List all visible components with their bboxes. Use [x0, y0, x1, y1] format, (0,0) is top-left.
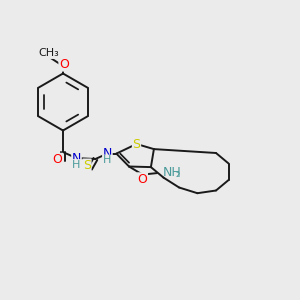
- Text: N: N: [72, 152, 81, 165]
- Text: N: N: [103, 147, 112, 160]
- Text: S: S: [133, 137, 140, 151]
- Text: H: H: [72, 160, 81, 170]
- Text: O: O: [59, 58, 69, 71]
- Text: O: O: [138, 173, 147, 186]
- Text: NH: NH: [162, 166, 181, 179]
- Text: CH₃: CH₃: [38, 48, 59, 59]
- Text: H: H: [103, 155, 112, 165]
- Text: S: S: [83, 159, 91, 172]
- Text: O: O: [53, 153, 62, 167]
- Text: ₂: ₂: [176, 169, 180, 179]
